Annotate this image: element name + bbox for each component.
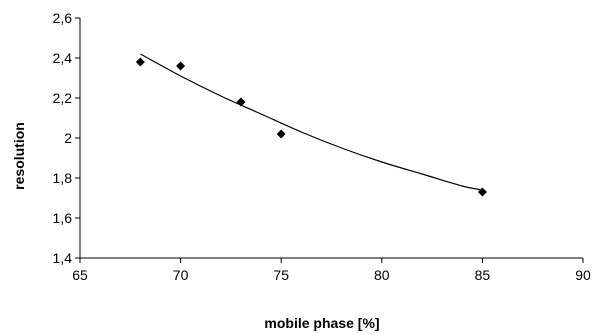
data-point [276,129,286,139]
y-tick-label: 1,8 [53,170,73,186]
data-point [236,97,246,107]
x-axis-title: mobile phase [%] [264,315,379,331]
data-points [135,57,487,197]
x-tick-label: 85 [475,267,491,283]
y-tick-label: 1,6 [53,210,73,226]
x-tick-label: 75 [273,267,289,283]
y-tick-label: 2,2 [53,90,73,106]
y-tick-label: 2,6 [53,10,73,26]
x-tick-label: 65 [72,267,88,283]
plot-area [79,18,583,259]
data-point [135,57,145,67]
x-tick-label: 80 [374,267,390,283]
y-tick-label: 2,4 [53,50,73,66]
y-axis-title: resolution [11,122,27,190]
data-point [477,187,487,197]
data-point [176,61,186,71]
y-tick-label: 2 [64,130,72,146]
y-tick-label: 1,4 [53,250,73,266]
trendline [140,53,483,191]
x-tick-label: 90 [575,267,591,283]
x-axis-ticks: 65 70 75 80 85 90 [72,258,591,283]
y-axis-ticks: 1,4 1,6 1,8 2 2,2 2,4 2,6 [53,10,80,266]
x-tick-label: 70 [173,267,189,283]
trendline-curve [140,53,483,191]
